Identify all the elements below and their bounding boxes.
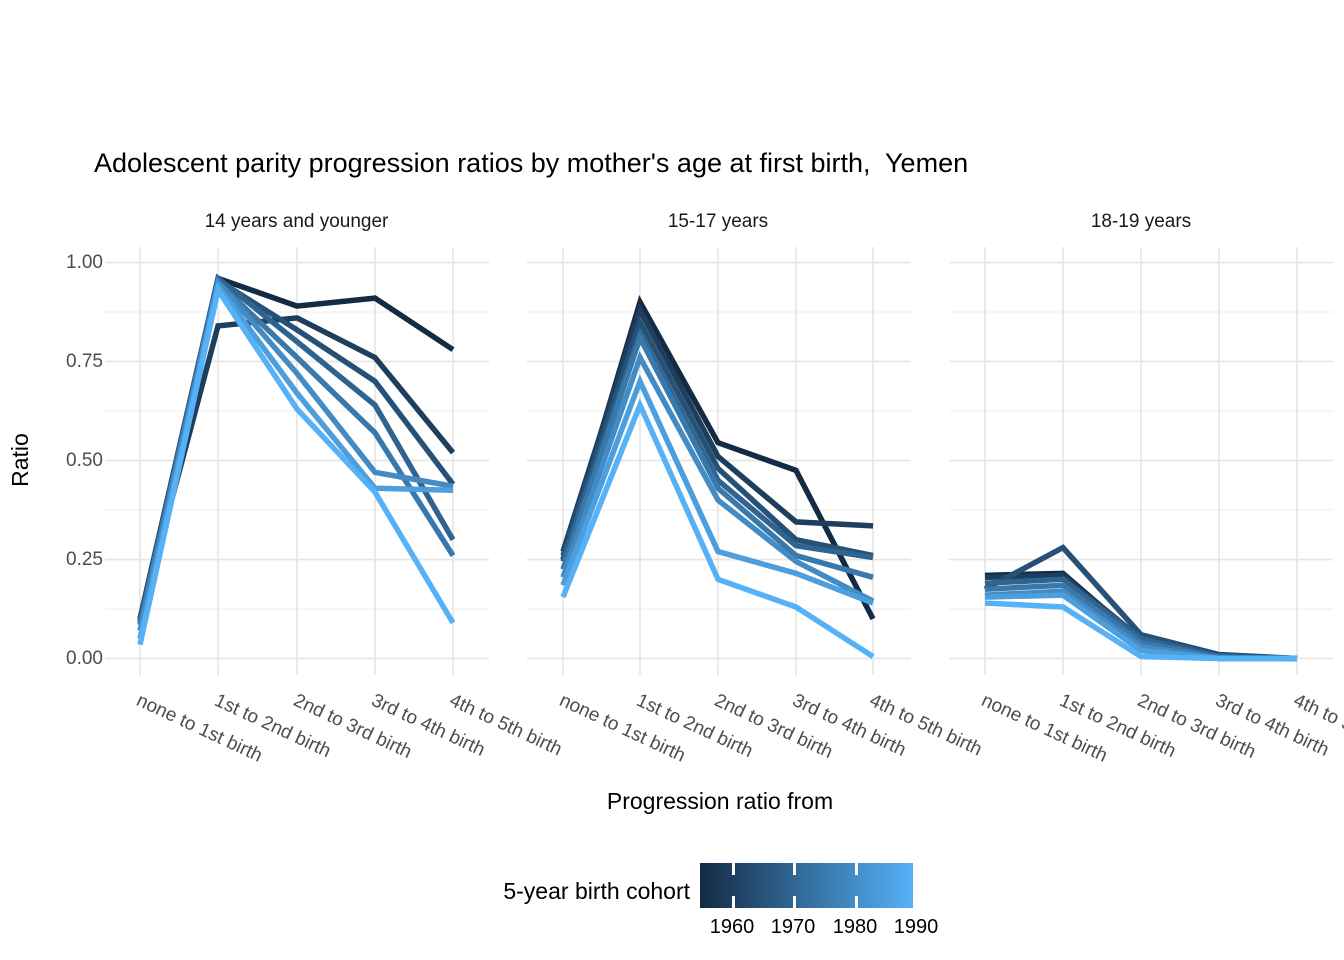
panel-gridlines-0	[105, 247, 489, 675]
y-tick-label: 0.25	[66, 548, 103, 570]
chart-line-1990	[560, 398, 875, 659]
chart-line-1990	[137, 283, 456, 646]
legend-tick-mark	[855, 863, 858, 875]
legend-tick-mark	[793, 863, 796, 875]
chart-line-1975	[560, 330, 874, 580]
chart-line-1985	[560, 374, 874, 606]
facet-label-2: 18-19 years	[1090, 211, 1192, 232]
y-tick-label: 1.00	[66, 251, 103, 273]
y-axis-title: Ratio	[7, 433, 33, 487]
legend-tick-mark	[732, 863, 735, 875]
legend-tick-mark	[793, 896, 796, 908]
facet-label-1: 15-17 years	[667, 211, 769, 232]
y-tick-label: 0.50	[66, 449, 103, 471]
panel-gridlines-1	[527, 247, 911, 675]
panel-gridlines-2	[949, 247, 1333, 675]
chart-line-1960	[137, 315, 456, 620]
chart-title: Adolescent parity progression ratios by …	[94, 148, 969, 178]
x-axis-title: Progression ratio from	[606, 788, 834, 814]
legend-colorbar	[700, 863, 913, 908]
legend-tick-label: 1990	[893, 916, 939, 938]
chart-plot-area	[105, 247, 1333, 675]
legend-tick-mark	[855, 896, 858, 908]
legend-tick-label: 1970	[770, 916, 816, 938]
chart-line-1965	[560, 314, 874, 559]
y-tick-label: 0.00	[66, 647, 103, 669]
y-tick-label: 0.75	[66, 350, 103, 372]
legend-tick-label: 1980	[832, 916, 878, 938]
legend-title: 5-year birth cohort	[503, 878, 690, 904]
chart-line-1990	[984, 600, 1297, 662]
facet-label-0: 14 years and younger	[204, 211, 389, 232]
legend-tick-mark	[732, 896, 735, 908]
chart-line-1980	[560, 350, 875, 604]
chart-line-1960	[560, 302, 874, 553]
legend-tick-label: 1960	[709, 916, 755, 938]
